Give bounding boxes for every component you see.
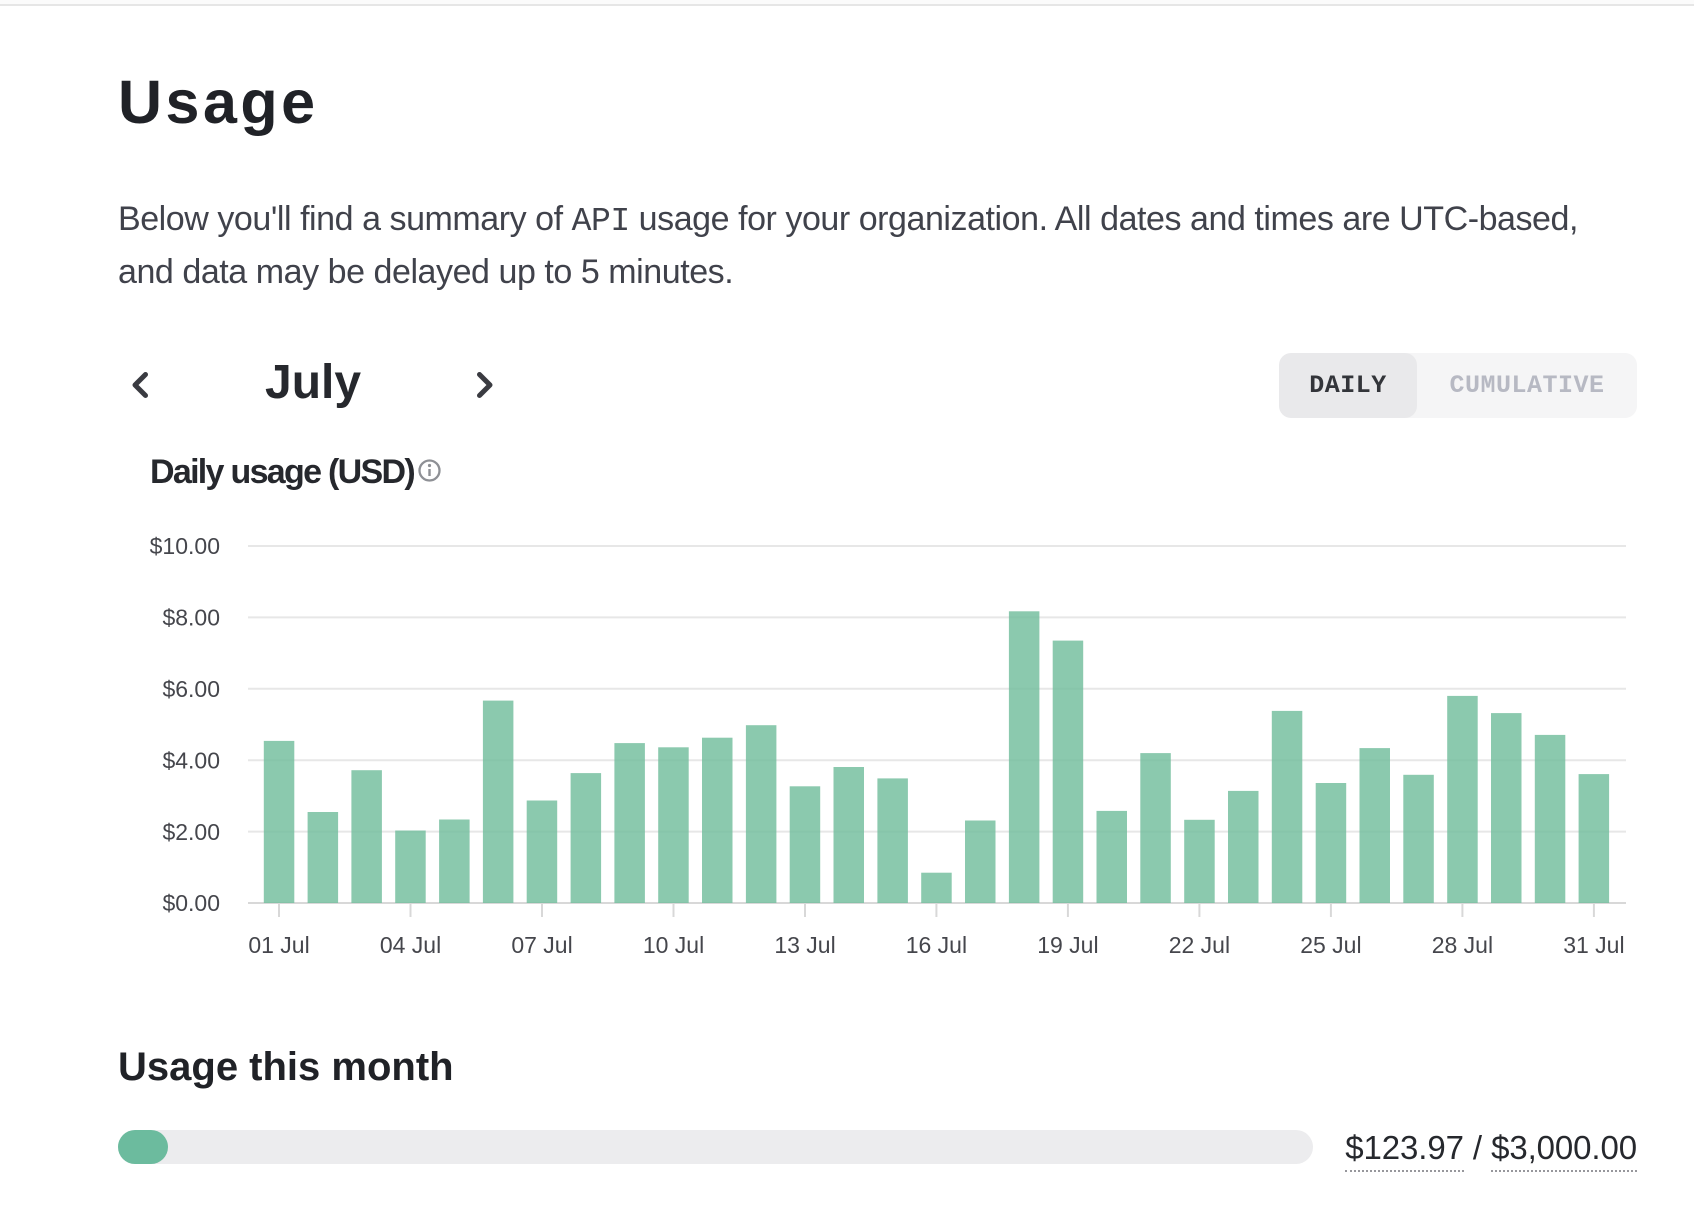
svg-text:$6.00: $6.00 [162, 676, 220, 702]
svg-text:01 Jul: 01 Jul [248, 932, 309, 958]
svg-text:10 Jul: 10 Jul [643, 932, 704, 958]
svg-text:25 Jul: 25 Jul [1300, 932, 1361, 958]
svg-text:$8.00: $8.00 [162, 605, 220, 631]
svg-text:13 Jul: 13 Jul [774, 932, 835, 958]
svg-text:22 Jul: 22 Jul [1169, 932, 1230, 958]
svg-text:$10.00: $10.00 [150, 533, 220, 559]
svg-text:16 Jul: 16 Jul [906, 932, 967, 958]
svg-text:31 Jul: 31 Jul [1563, 932, 1624, 958]
svg-text:07 Jul: 07 Jul [511, 932, 572, 958]
svg-text:$4.00: $4.00 [162, 747, 220, 773]
svg-text:19 Jul: 19 Jul [1037, 932, 1098, 958]
svg-text:$0.00: $0.00 [162, 890, 220, 916]
svg-text:28 Jul: 28 Jul [1432, 932, 1493, 958]
svg-text:$2.00: $2.00 [162, 819, 220, 845]
svg-text:04 Jul: 04 Jul [380, 932, 441, 958]
